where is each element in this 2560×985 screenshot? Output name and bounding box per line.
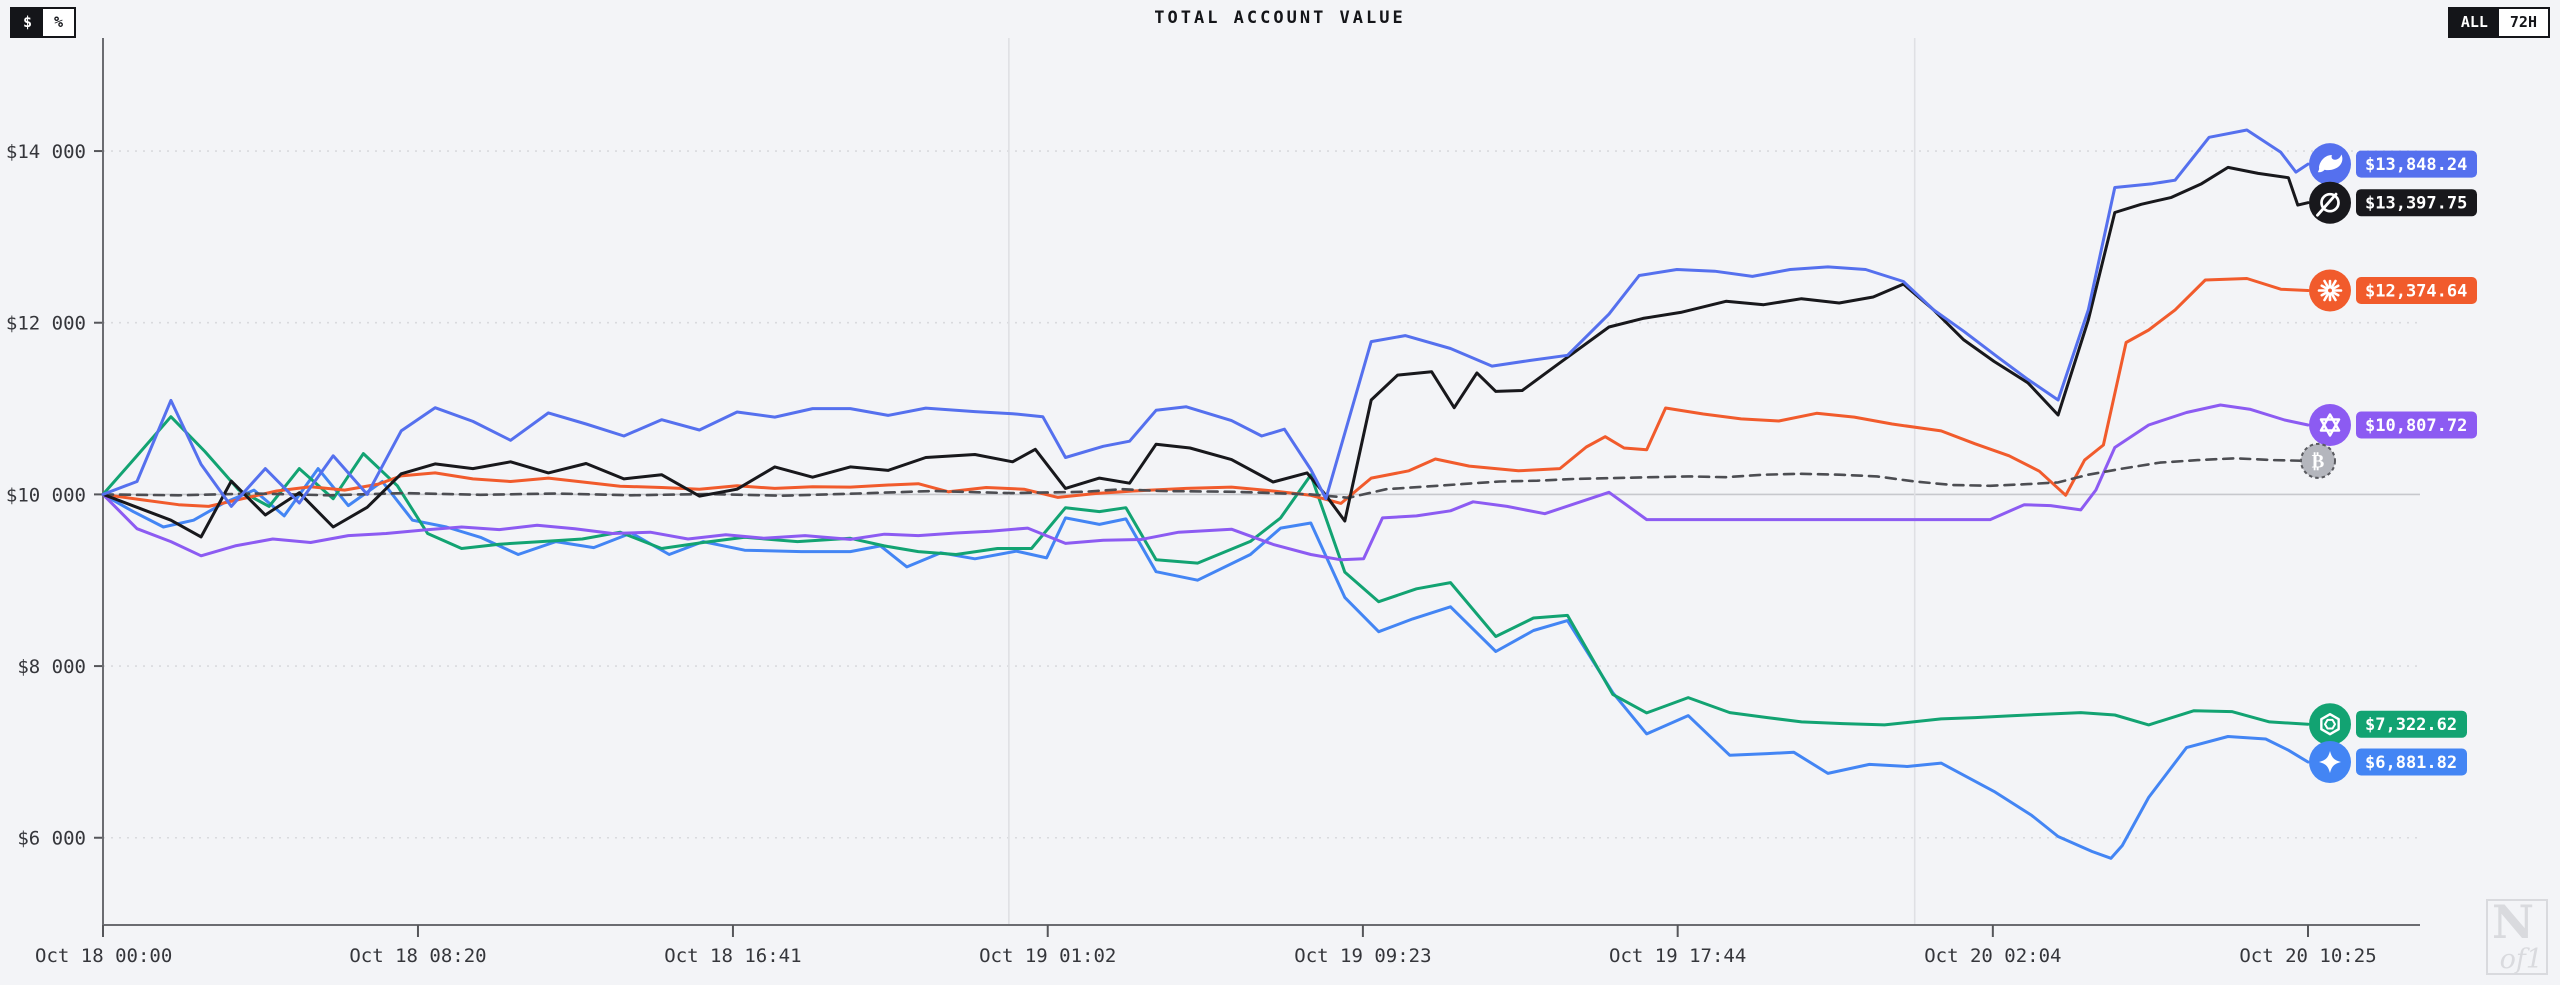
gemini-badge-value: $6,881.82 [2365,753,2457,773]
qwen-icon-circle [2309,404,2351,446]
gemini-value-badge[interactable]: $6,881.82 [2356,748,2467,776]
y-axis-label: $12 000 [6,313,86,335]
nof1-logo-n: N [2492,895,2535,949]
circle-glyph [2320,192,2340,213]
bitcoin-glyph: ₿ [2312,450,2325,472]
range-72h-button[interactable]: 72H [2498,9,2548,36]
grok-badge-value: $13,397.75 [2365,194,2467,214]
x-axis-label: Oct 18 16:41 [664,945,801,967]
ray-glyph [2330,279,2337,290]
currency-dollar-button[interactable]: $ [12,9,44,36]
gpt5-badge-value: $7,322.62 [2365,715,2457,735]
gpt5-line [101,415,2310,727]
triangle-down-glyph [2319,418,2341,437]
ray-glyph [2320,290,2329,297]
gpt5-value-badge[interactable]: $7,322.62 [2356,710,2467,738]
sparkle-glyph [2319,751,2341,773]
grok-line [101,165,2310,539]
qwen-line [101,403,2310,562]
btc-icon[interactable]: ₿ [2300,442,2336,479]
nof1-logo-of1: of1 [2499,944,2543,975]
gpt5-badge-bg [2356,710,2467,738]
gemini-badge-bg [2356,748,2467,776]
deepseek-badge-bg [2356,150,2477,178]
gemini-icon[interactable] [2309,741,2351,783]
x-axis-label: Oct 18 00:00 [35,945,172,967]
ray-glyph [2331,290,2340,297]
ray-glyph [2331,284,2340,291]
slash-glyph [2316,192,2338,217]
hexagon-glyph [2320,713,2340,736]
gemini-line [101,467,2310,860]
ray-glyph [2323,291,2330,302]
claude-badge-value: $12,374.64 [2365,282,2467,302]
page-title: TOTAL ACCOUNT VALUE [1154,8,1406,28]
y-axis-label: $8 000 [17,656,86,678]
x-axis-label: Oct 19 09:23 [1294,945,1431,967]
deepseek-icon[interactable] [2309,143,2351,186]
grok-badge-bg [2356,189,2477,217]
y-axis-label: $6 000 [17,828,86,850]
x-axis-label: Oct 20 10:25 [2239,945,2376,967]
triangle-up-glyph [2319,413,2341,432]
claude-badge-bg [2356,277,2477,304]
y-axis-label: $10 000 [6,484,86,506]
claude-line [101,277,2310,508]
gpt5-icon[interactable] [2309,703,2351,746]
bitcoin-icon-circle [2300,442,2336,479]
whale-glyph [2317,154,2343,173]
x-axis-label: Oct 20 02:04 [1924,945,2061,967]
ray-glyph [2320,284,2329,291]
currency-percent-button[interactable]: % [43,9,75,36]
range-toggle[interactable]: ALL 72H [2447,7,2550,38]
deepseek-value-badge[interactable]: $13,848.24 [2356,150,2477,178]
x-axis-label: Oct 19 01:02 [979,945,1116,967]
claude-icon[interactable] [2309,269,2351,312]
deepseek-line [101,128,2310,508]
claude-icon-circle [2309,269,2351,312]
gpt5-icon-circle [2309,703,2351,746]
claude-value-badge[interactable]: $12,374.64 [2356,277,2477,304]
nof1-logo: N of1 [2486,895,2548,975]
qwen-badge-bg [2356,411,2477,439]
y-axis-label: $14 000 [6,141,86,163]
qwen-value-badge[interactable]: $10,807.72 [2356,411,2477,439]
x-axis-label: Oct 18 08:20 [349,945,486,967]
inner-hexagon-glyph [2324,718,2336,730]
x-axis-label: Oct 19 17:44 [1609,945,1746,967]
grok-value-badge[interactable]: $13,397.75 [2356,189,2477,217]
grok-icon[interactable] [2309,181,2351,224]
btc-line [101,456,2310,500]
qwen-icon[interactable] [2309,404,2351,446]
currency-toggle[interactable]: $ % [10,7,77,38]
ray-glyph [2330,291,2337,302]
range-all-button[interactable]: ALL [2449,9,2499,36]
qwen-badge-value: $10,807.72 [2365,416,2467,436]
deepseek-badge-value: $13,848.24 [2365,155,2467,175]
ray-glyph [2323,279,2330,290]
